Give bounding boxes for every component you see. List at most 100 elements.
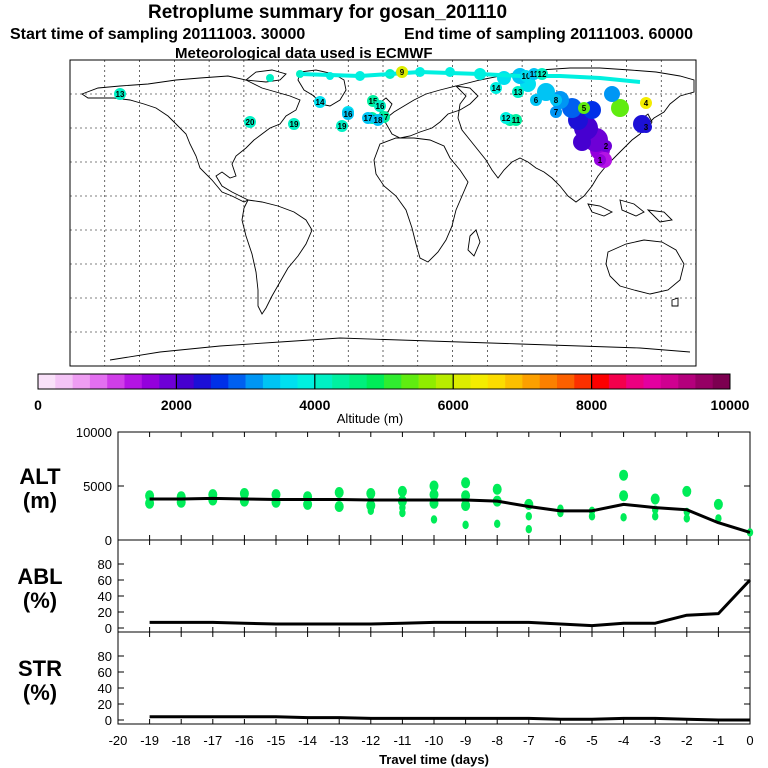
trajectory-marker xyxy=(314,96,326,108)
trajectory-marker xyxy=(550,94,562,106)
trajectory-labels: 9151617181011121314857432161319141516171… xyxy=(114,66,652,166)
alt-point xyxy=(397,485,407,497)
colorbar-cell xyxy=(141,374,160,389)
trajectory-label: 17 xyxy=(362,112,374,124)
trajectory-label-text: 19 xyxy=(290,120,299,129)
alt-point xyxy=(239,488,249,500)
chart-title: Retroplume summary for gosan_201110 xyxy=(148,2,508,23)
alt-point xyxy=(461,490,471,502)
x-tick-label: -13 xyxy=(330,733,349,748)
trajectory-label: 9 xyxy=(396,66,408,78)
trajectory-label-text: 14 xyxy=(316,98,325,107)
x-tick-label: -10 xyxy=(425,733,444,748)
colorbar-cell xyxy=(262,374,281,389)
y-tick-label: 40 xyxy=(98,589,112,604)
alt-point xyxy=(682,485,692,497)
colorbar-cell xyxy=(608,374,627,389)
trajectory-label-text: 13 xyxy=(514,88,523,97)
y-tick-label: 20 xyxy=(98,605,112,620)
x-tick-label: -6 xyxy=(555,733,567,748)
panel-ylabel-unit: (m) xyxy=(23,488,57,513)
colorbar-cell xyxy=(297,374,316,389)
colorbar-label: Altitude (m) xyxy=(337,411,403,426)
colorbar-cell xyxy=(124,374,143,389)
trajectory-label-text: 4 xyxy=(644,99,649,108)
median-line xyxy=(149,496,751,534)
coastlines xyxy=(81,67,695,361)
y-tick-label: 80 xyxy=(98,649,112,664)
world-map: 9151617181011121314857432161319141516171… xyxy=(69,59,697,367)
colorbar-cell xyxy=(574,374,592,389)
x-axis-label: Travel time (days) xyxy=(379,752,489,767)
trajectory-marker xyxy=(362,112,374,124)
x-tick-label: -3 xyxy=(649,733,661,748)
trajectory-marker xyxy=(374,100,386,112)
panel-ylabel: ABL xyxy=(17,564,62,589)
trajectory-label: 5 xyxy=(578,102,590,114)
alt-point xyxy=(620,513,627,522)
trajectory-marker xyxy=(114,88,126,100)
trajectory-label-text: 1 xyxy=(598,156,603,165)
alt-point xyxy=(713,498,723,510)
alt-point xyxy=(494,519,501,528)
alt-point xyxy=(525,525,532,534)
trajectory-label: 14 xyxy=(490,82,502,94)
trajectory-label-text: 9 xyxy=(400,68,405,77)
trajectory-marker xyxy=(288,118,300,130)
trajectory-label: 19 xyxy=(336,120,348,132)
y-tick-label: 0 xyxy=(105,533,112,548)
alt-point xyxy=(652,512,659,521)
colorbar-cell xyxy=(314,374,333,389)
trajectory-label-text: 15 xyxy=(369,97,378,106)
x-tick-label: -18 xyxy=(172,733,191,748)
colorbar-cell xyxy=(228,374,246,389)
x-tick-label: -19 xyxy=(140,733,159,748)
plume-blob xyxy=(266,74,274,82)
colorbar-cell xyxy=(591,374,610,389)
x-tick-label: -8 xyxy=(491,733,503,748)
panel-frame xyxy=(117,539,751,633)
trajectory-label-text: 3 xyxy=(644,123,649,132)
x-tick-label: -4 xyxy=(618,733,630,748)
colorbar-cell xyxy=(401,374,419,389)
colorbar-cell xyxy=(72,374,91,389)
trajectory-label: 16 xyxy=(374,100,386,112)
colorbar-tick-label: 2000 xyxy=(161,397,192,413)
panel-ylabel: ALT xyxy=(19,464,61,489)
trajectory-label-text: 17 xyxy=(380,113,389,122)
plume-blob xyxy=(611,99,629,117)
trajectory-label-text: 14 xyxy=(492,84,501,93)
panel-ylabel-unit: (%) xyxy=(23,588,57,613)
alt-point xyxy=(462,520,469,530)
x-tick-label: -5 xyxy=(586,733,598,748)
plume-blob xyxy=(573,133,591,151)
trajectory-label-text: 13 xyxy=(116,90,125,99)
trajectory-label-text: 19 xyxy=(338,122,347,131)
colorbar-cell xyxy=(522,374,540,389)
alt-point xyxy=(461,499,471,511)
alt-point xyxy=(303,498,313,510)
panel-alt: 0 5000 10000 ALT(m) xyxy=(19,425,754,548)
trajectory-label-text: 7 xyxy=(554,108,559,117)
y-tick-label: 5000 xyxy=(83,479,112,494)
trajectory-label-text: 17 xyxy=(364,114,373,123)
trajectory-marker xyxy=(490,82,502,94)
trajectory-marker xyxy=(500,112,512,124)
alt-point xyxy=(145,497,155,509)
colorbar-cell xyxy=(435,374,454,389)
trajectory-marker xyxy=(372,114,384,126)
trajectory-marker xyxy=(600,140,612,152)
alt-point xyxy=(619,469,629,481)
y-tick-label: 60 xyxy=(98,665,112,680)
colorbar-cell xyxy=(470,374,489,389)
colorbar-cell xyxy=(643,374,662,389)
panel-ylabel-unit: (%) xyxy=(23,680,57,705)
x-tick-label: -17 xyxy=(203,733,222,748)
trajectory-marker xyxy=(578,102,590,114)
colorbar-cell xyxy=(626,374,644,389)
trajectory-marker xyxy=(530,94,542,106)
alt-point xyxy=(334,501,344,513)
median-line xyxy=(149,578,752,628)
